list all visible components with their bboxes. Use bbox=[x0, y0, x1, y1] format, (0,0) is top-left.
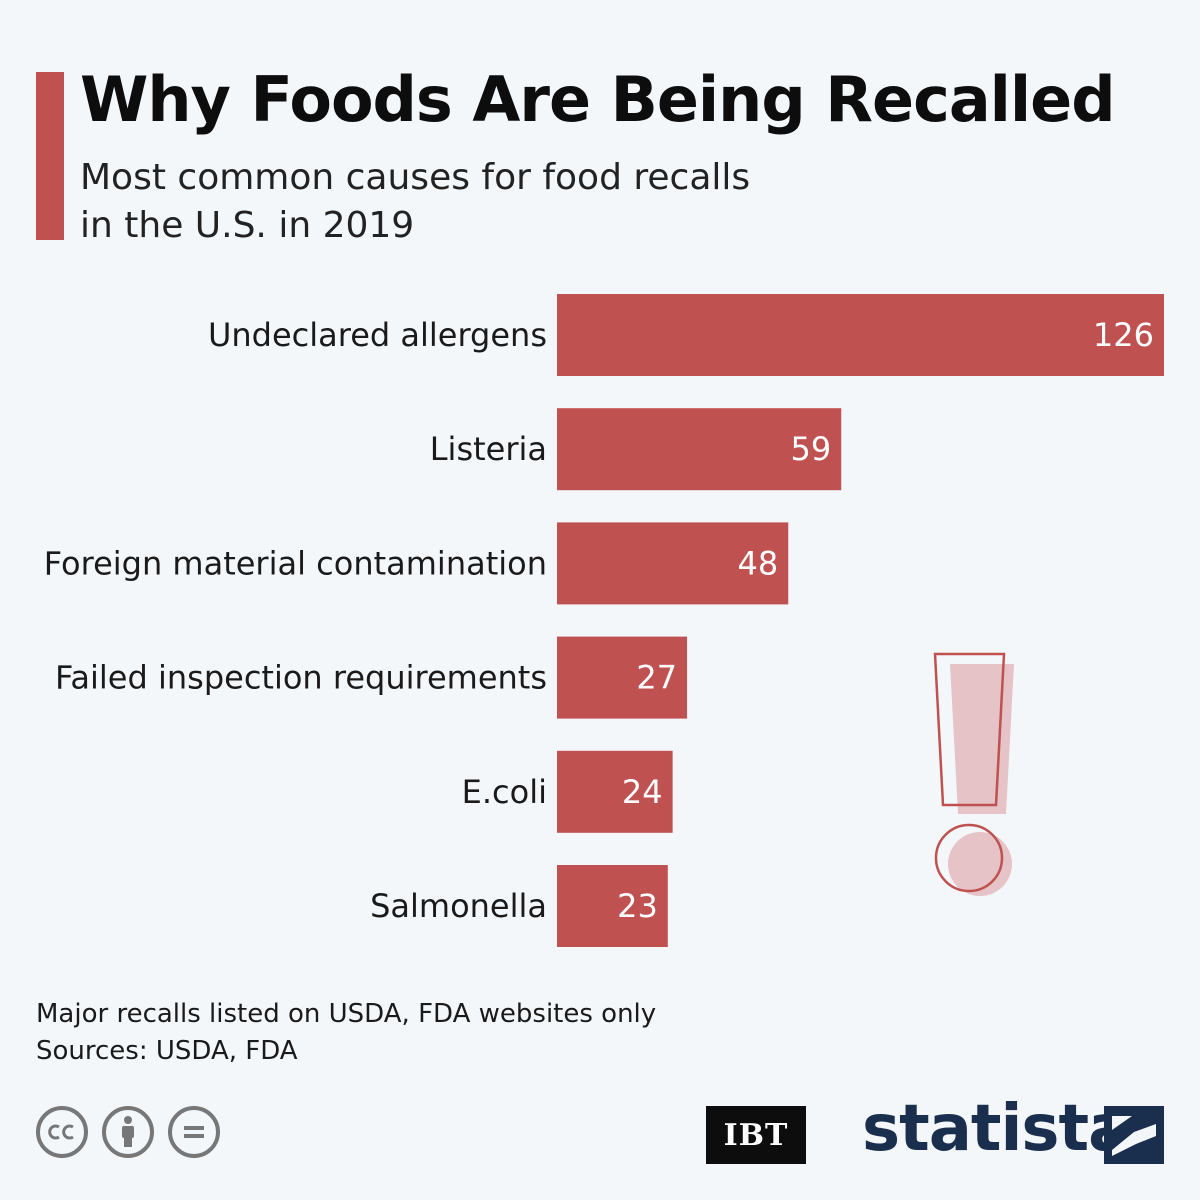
bar bbox=[557, 636, 688, 719]
bar bbox=[557, 750, 673, 833]
ibt-logo[interactable]: IBT bbox=[706, 1106, 806, 1164]
statista-logo[interactable]: statista bbox=[862, 1092, 1131, 1166]
category-label: Foreign material contamination bbox=[44, 544, 547, 582]
value-label: 59 bbox=[791, 430, 832, 468]
cc-icon[interactable] bbox=[36, 1106, 88, 1158]
bars-group: Undeclared allergens 126 Listeria 59 Foreign… bbox=[44, 294, 1164, 947]
footnote-sources: Sources: USDA, FDA bbox=[36, 1036, 298, 1066]
accent-bar bbox=[36, 72, 64, 240]
category-label: Salmonella bbox=[370, 887, 547, 925]
attribution-icon[interactable] bbox=[102, 1106, 154, 1158]
license-icons bbox=[36, 1106, 220, 1158]
chart-title: Why Foods Are Being Recalled bbox=[80, 63, 1116, 136]
value-label: 27 bbox=[636, 659, 677, 697]
value-label: 126 bbox=[1093, 316, 1154, 354]
category-label: Undeclared allergens bbox=[208, 316, 547, 354]
value-label: 23 bbox=[617, 887, 658, 925]
bar bbox=[557, 408, 842, 491]
no-derivatives-icon[interactable] bbox=[168, 1106, 220, 1158]
bar bbox=[557, 522, 789, 605]
subtitle-line-1: Most common causes for food recalls bbox=[80, 157, 751, 198]
statista-mark-icon bbox=[1104, 1106, 1164, 1164]
category-label: Failed inspection requirements bbox=[55, 659, 547, 697]
footnote: Major recalls listed on USDA, FDA websit… bbox=[36, 996, 656, 1070]
value-label: 24 bbox=[622, 773, 663, 811]
value-label: 48 bbox=[738, 544, 779, 582]
category-label: Listeria bbox=[430, 430, 547, 468]
chart-subtitle: Most common causes for food recalls in t… bbox=[80, 154, 840, 250]
bar bbox=[557, 294, 1164, 376]
exclamation-icon bbox=[933, 652, 1014, 896]
footnote-note: Major recalls listed on USDA, FDA websit… bbox=[36, 999, 657, 1029]
subtitle-line-2: in the U.S. in 2019 bbox=[80, 205, 415, 246]
category-label: E.coli bbox=[462, 773, 547, 811]
bar-chart: Undeclared allergens 126 Listeria 59 Foreign… bbox=[44, 294, 1164, 947]
bar bbox=[557, 865, 668, 947]
